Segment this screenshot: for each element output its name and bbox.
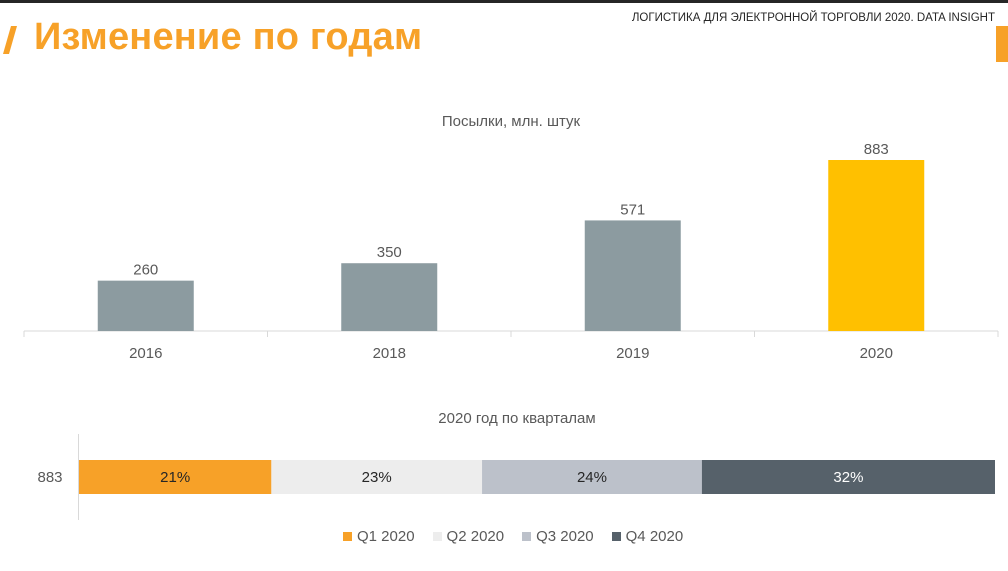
data-label-2016: 260 — [133, 262, 158, 279]
stack-chart-title: 2020 год по кварталам — [438, 410, 596, 427]
legend-item-q2: Q2 2020 — [432, 528, 505, 545]
brand-slash-icon — [3, 26, 17, 54]
segment-label-q1: 21% — [160, 469, 190, 486]
report-label: ЛОГИСТИКА ДЛЯ ЭЛЕКТРОННОЙ ТОРГОВЛИ 2020.… — [631, 12, 995, 24]
edge-accent-tab — [996, 26, 1008, 62]
bar-2018 — [341, 263, 438, 331]
segment-label-q3: 24% — [577, 469, 607, 486]
x-tick-label-2016: 2016 — [129, 345, 162, 362]
data-label-2019: 571 — [620, 201, 645, 218]
segment-q1 — [79, 460, 272, 494]
legend-label-q1: Q1 2020 — [357, 528, 415, 545]
parcels-bar-chart: 260 2016 350 2018 571 2019 883 2020 — [23, 141, 999, 362]
segment-label-q4: 32% — [833, 469, 863, 486]
data-label-2020: 883 — [864, 141, 889, 158]
segment-label-q2: 23% — [362, 469, 392, 486]
legend-label-q2: Q2 2020 — [446, 528, 505, 545]
legend-item-q3: Q3 2020 — [522, 528, 594, 545]
page-title: Изменение по годам — [34, 16, 423, 58]
legend-item-q4: Q4 2020 — [611, 528, 684, 545]
x-tick-label-2018: 2018 — [373, 345, 406, 362]
y-category-label: 883 — [37, 469, 62, 486]
segment-q3 — [482, 460, 702, 494]
segment-q2 — [271, 460, 483, 494]
legend-label-q3: Q3 2020 — [536, 528, 594, 545]
legend-swatch-q3 — [522, 532, 532, 541]
bar-2016 — [97, 280, 194, 331]
legend-swatch-q2 — [432, 532, 442, 541]
data-label-2018: 350 — [377, 244, 402, 261]
bar-chart-title: Посылки, млн. штук — [441, 113, 581, 130]
x-tick-label-2019: 2019 — [616, 345, 649, 362]
legend-swatch-q4 — [611, 532, 621, 541]
chart-legend: Q1 2020 Q2 2020 Q3 2020 Q4 2020 — [343, 528, 683, 545]
legend-item-q1: Q1 2020 — [343, 528, 415, 545]
bar-2019 — [584, 220, 681, 331]
legend-label-q4: Q4 2020 — [625, 528, 684, 545]
top-rule — [0, 0, 1008, 3]
legend-swatch-q1 — [343, 532, 352, 541]
x-tick-label-2020: 2020 — [860, 345, 893, 362]
segment-q4 — [701, 460, 995, 494]
bar-2020 — [828, 160, 925, 331]
